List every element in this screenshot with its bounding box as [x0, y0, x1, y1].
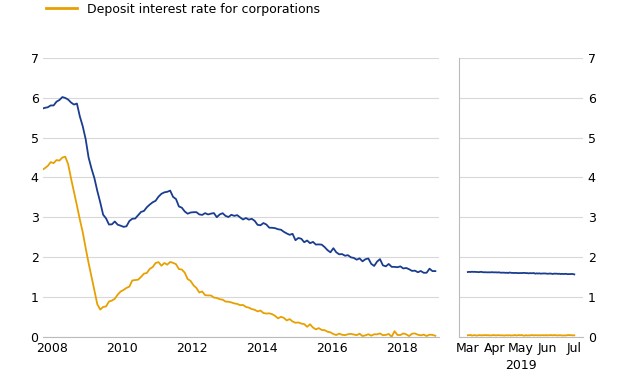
- X-axis label: 2019: 2019: [505, 359, 537, 372]
- Legend: Cost of borrowing for corporations, Deposit interest rate for corporations: Cost of borrowing for corporations, Depo…: [46, 0, 320, 16]
